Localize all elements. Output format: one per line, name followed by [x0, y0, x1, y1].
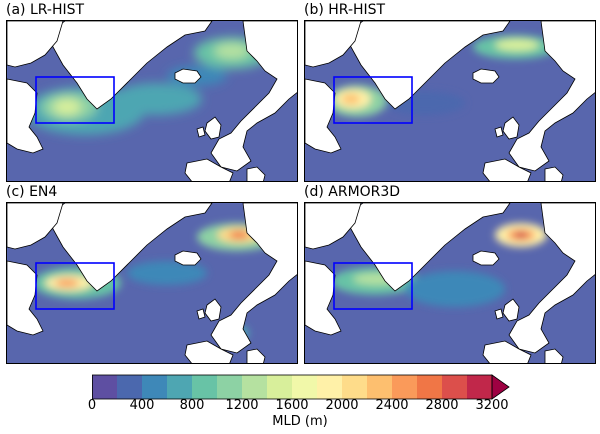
colorbar-label: MLD (m): [272, 414, 328, 429]
map-panel-a: [6, 20, 298, 182]
panel-title-d: (d) ARMOR3D: [304, 184, 401, 200]
colorbar-tick-label: 400: [129, 398, 155, 413]
colorbar-tick-label: 2800: [425, 398, 459, 413]
map-b-svg: [305, 21, 595, 181]
map-a-svg: [7, 21, 297, 181]
colorbar-swatch: [142, 375, 168, 399]
colorbar-tick-label: 800: [179, 398, 205, 413]
colorbar-swatch: [292, 375, 318, 399]
colorbar-tick-label: 3200: [475, 398, 509, 413]
colorbar-extend-arrow: [491, 374, 510, 400]
colorbar-swatch: [242, 375, 268, 399]
land-a: [7, 21, 297, 181]
colorbar-swatch: [467, 375, 493, 399]
region-box-d: [333, 262, 413, 310]
colorbar-tick-label: 2400: [375, 398, 409, 413]
colorbar-swatch: [217, 375, 243, 399]
colorbar-swatch: [367, 375, 393, 399]
map-panel-c: [6, 202, 298, 364]
panel-title-a: (a) LR-HIST: [6, 2, 85, 18]
colorbar-tick-label: 1200: [225, 398, 259, 413]
land-c: [7, 203, 297, 363]
colorbar-swatch: [317, 375, 343, 399]
colorbar: [92, 374, 510, 402]
colorbar-swatch: [192, 375, 218, 399]
map-d-svg: [305, 203, 595, 363]
region-box-a: [35, 76, 115, 124]
colorbar-swatch: [92, 375, 118, 399]
panel-title-c: (c) EN4: [6, 184, 58, 200]
colorbar-swatch: [117, 375, 143, 399]
land-d: [305, 203, 595, 363]
colorbar-swatch: [267, 375, 293, 399]
colorbar-outline: [92, 374, 493, 400]
colorbar-tick-label: 2000: [325, 398, 359, 413]
region-box-b: [333, 76, 413, 124]
map-c-svg: [7, 203, 297, 363]
colorbar-swatch: [417, 375, 443, 399]
colorbar-swatch: [342, 375, 368, 399]
mld-field-b: [327, 35, 557, 117]
map-panel-b: [304, 20, 596, 182]
colorbar-tick-label: 0: [87, 398, 97, 413]
panel-title-b: (b) HR-HIST: [304, 2, 386, 18]
region-box-c: [35, 262, 115, 310]
colorbar-swatch: [167, 375, 193, 399]
colorbar-svg: [92, 374, 510, 400]
map-panel-d: [304, 202, 596, 364]
colorbar-swatch: [392, 375, 418, 399]
land-b: [305, 21, 595, 181]
colorbar-swatch: [442, 375, 468, 399]
colorbar-tick-label: 1600: [275, 398, 309, 413]
